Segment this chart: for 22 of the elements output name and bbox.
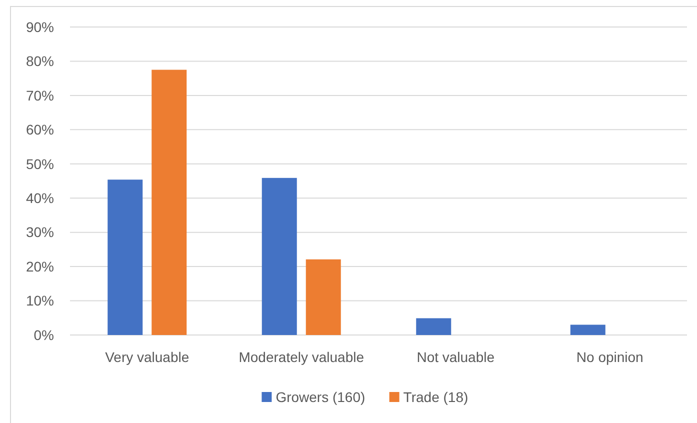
bar [108, 180, 143, 335]
bar [152, 70, 187, 335]
y-tick-label: 60% [26, 122, 54, 138]
y-tick-label: 10% [26, 292, 54, 309]
x-tick-label: Moderately valuable [238, 349, 364, 365]
bar [570, 324, 606, 335]
y-tick-label: 80% [26, 53, 54, 70]
y-tick-label: 30% [26, 224, 54, 240]
legend-label: Trade (18) [403, 388, 468, 405]
x-tick-label: Very valuable [105, 349, 190, 365]
x-tick-label: No opinion [576, 349, 644, 365]
x-tick-label: Not valuable [416, 349, 495, 365]
bar [306, 259, 341, 335]
y-tick-label: 0% [34, 326, 54, 343]
y-tick-label: 70% [26, 87, 54, 104]
y-tick-label: 90% [26, 18, 54, 35]
bar [416, 318, 452, 335]
y-tick-label: 50% [26, 156, 54, 172]
bar [262, 178, 297, 335]
y-tick-label: 40% [26, 190, 54, 206]
legend-label: Growers (160) [276, 388, 366, 405]
y-tick-label: 20% [26, 258, 54, 274]
